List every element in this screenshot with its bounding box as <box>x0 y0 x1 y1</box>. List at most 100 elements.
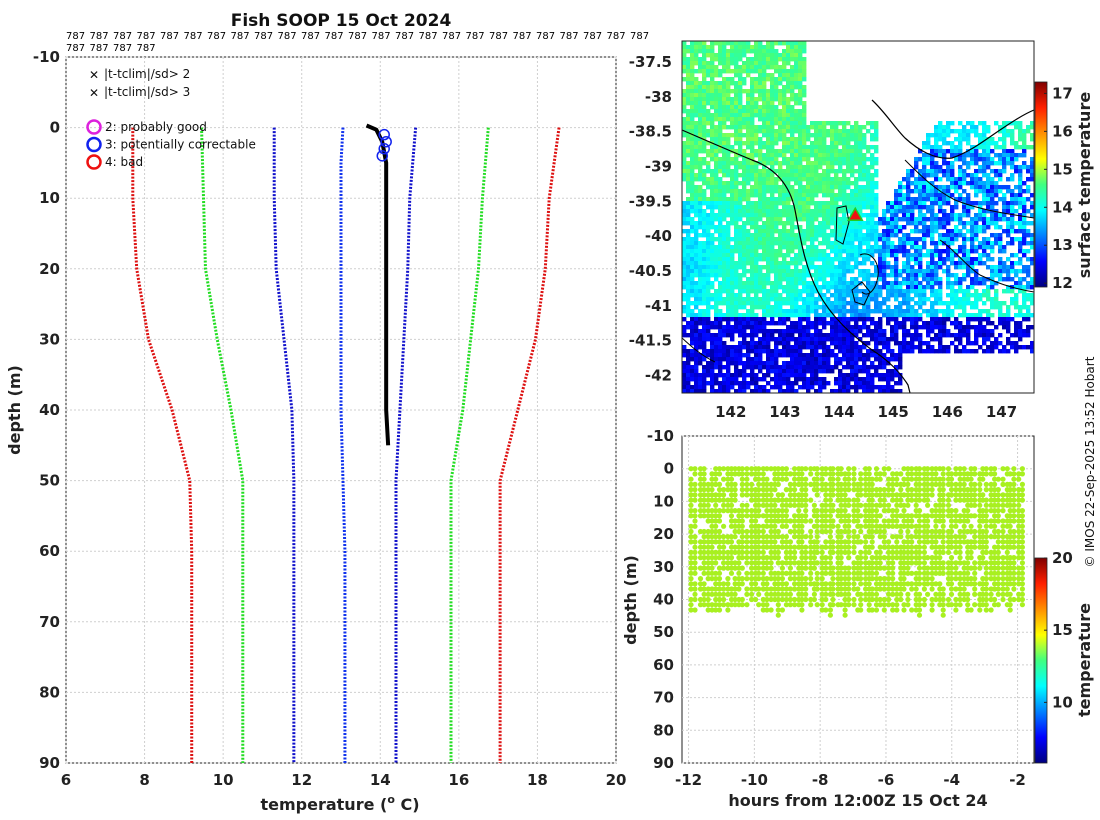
sst-pixel <box>718 301 723 306</box>
sst-pixel <box>714 377 719 382</box>
sst-pixel <box>902 297 907 302</box>
sst-pixel <box>746 189 751 194</box>
sst-pixel <box>834 173 839 178</box>
sst-pixel <box>930 161 935 166</box>
sst-pixel <box>722 313 727 318</box>
sst-pixel <box>1022 165 1027 170</box>
sst-pixel <box>770 225 775 230</box>
sst-pixel <box>814 237 819 242</box>
sst-pixel <box>942 197 947 202</box>
sst-pixel <box>862 381 867 386</box>
sst-pixel <box>702 89 707 94</box>
sst-pixel <box>806 261 811 266</box>
sst-pixel <box>822 341 827 346</box>
sst-pixel <box>962 349 967 354</box>
sst-pixel <box>822 161 827 166</box>
sst-pixel <box>758 273 763 278</box>
sst-pixel <box>850 165 855 170</box>
sst-pixel <box>730 289 735 294</box>
sst-pixel <box>818 285 823 290</box>
sst-pixel <box>838 317 843 322</box>
sst-pixel <box>934 325 939 330</box>
sst-pixel <box>978 293 983 298</box>
sst-pixel <box>682 69 687 74</box>
flag-legend-label: |t-tclim|/sd> 3 <box>104 85 190 99</box>
sst-pixel <box>774 85 779 90</box>
sst-pixel <box>710 85 715 90</box>
sst-pixel <box>854 193 859 198</box>
sst-pixel <box>766 57 771 62</box>
sst-pixel <box>766 369 771 374</box>
x-tick-label: 8 <box>139 771 149 789</box>
sst-pixel <box>1006 229 1011 234</box>
sst-pixel <box>698 85 703 90</box>
sst-pixel <box>714 53 719 58</box>
sst-pixel <box>774 249 779 254</box>
sst-pixel <box>994 153 999 158</box>
sst-pixel <box>902 329 907 334</box>
sst-pixel <box>954 273 959 278</box>
sst-pixel <box>682 329 687 334</box>
sst-pixel <box>810 341 815 346</box>
sst-pixel <box>906 277 911 282</box>
sst-pixel <box>718 325 723 330</box>
flag-marker: ✕ <box>89 86 99 100</box>
sst-pixel <box>782 237 787 242</box>
sst-pixel <box>894 233 899 238</box>
sst-pixel <box>794 121 799 126</box>
sst-pixel <box>1026 145 1031 150</box>
sst-pixel <box>718 321 723 326</box>
sst-pixel <box>978 309 983 314</box>
sst-pixel <box>838 377 843 382</box>
sst-pixel <box>846 353 851 358</box>
sst-pixel <box>758 329 763 334</box>
sst-pixel <box>722 269 727 274</box>
sst-pixel <box>778 341 783 346</box>
sst-pixel <box>810 185 815 190</box>
sst-pixel <box>958 149 963 154</box>
sst-pixel <box>738 265 743 270</box>
sst-pixel <box>750 161 755 166</box>
sst-pixel <box>730 201 735 206</box>
sst-pixel <box>742 261 747 266</box>
sst-pixel <box>742 229 747 234</box>
sst-pixel <box>746 213 751 218</box>
sst-pixel <box>954 189 959 194</box>
sst-pixel <box>786 277 791 282</box>
sst-pixel <box>982 165 987 170</box>
sst-pixel <box>718 177 723 182</box>
sst-pixel <box>718 265 723 270</box>
sst-pixel <box>870 381 875 386</box>
sst-pixel <box>982 185 987 190</box>
sst-pixel <box>790 125 795 130</box>
sst-pixel <box>1002 349 1007 354</box>
sst-pixel <box>806 293 811 298</box>
sst-pixel <box>802 341 807 346</box>
sst-pixel <box>918 149 923 154</box>
sst-pixel <box>866 365 871 370</box>
sst-pixel <box>754 149 759 154</box>
sst-pixel <box>762 221 767 226</box>
sst-pixel <box>930 133 935 138</box>
sst-pixel <box>746 381 751 386</box>
sst-pixel <box>966 133 971 138</box>
sst-pixel <box>850 309 855 314</box>
sst-pixel <box>682 349 687 354</box>
sst-pixel <box>714 201 719 206</box>
sst-pixel <box>722 97 727 102</box>
sst-pixel <box>1002 213 1007 218</box>
sst-pixel <box>958 313 963 318</box>
sst-pixel <box>742 245 747 250</box>
sst-pixel <box>918 305 923 310</box>
sst-pixel <box>782 49 787 54</box>
sst-pixel <box>938 217 943 222</box>
sst-pixel <box>830 185 835 190</box>
sst-pixel <box>702 181 707 186</box>
sst-pixel <box>726 265 731 270</box>
sst-pixel <box>946 333 951 338</box>
sst-pixel <box>718 73 723 78</box>
sst-pixel <box>798 241 803 246</box>
sst-pixel <box>970 269 975 274</box>
sst-pixel <box>766 261 771 266</box>
sst-pixel <box>826 221 831 226</box>
